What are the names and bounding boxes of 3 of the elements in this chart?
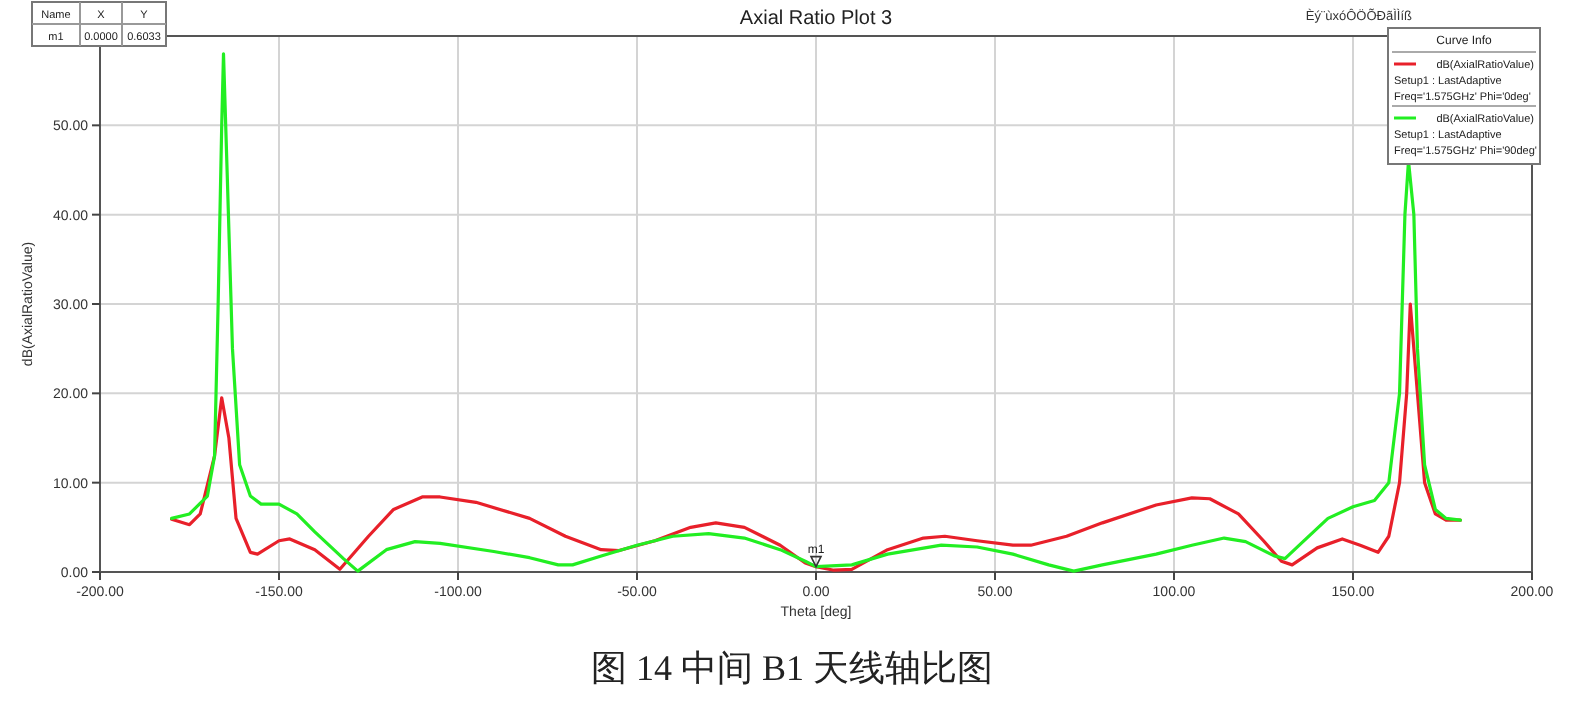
line-series (170, 302, 1462, 572)
chart-title: Axial Ratio Plot 3 (739, 8, 894, 30)
caption: 图 14 中间 B1 天线轴比图 (590, 648, 994, 688)
